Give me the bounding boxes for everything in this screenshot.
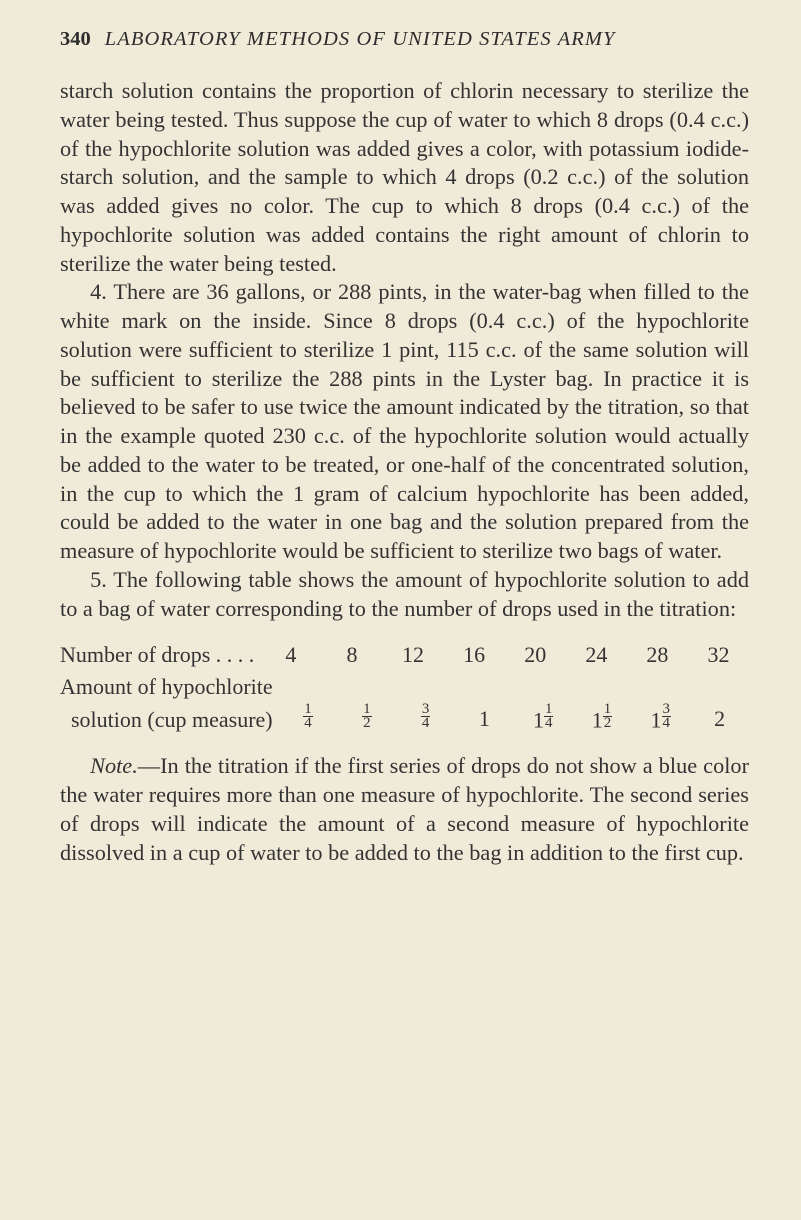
table-row-drops: Number of drops . . . . 48121620242832 xyxy=(60,639,749,671)
paragraph-3: 5. The following table shows the amount … xyxy=(60,566,749,624)
table-row-amount-label-a: Amount of hypochlorite xyxy=(60,671,749,703)
amount-cell: 14 xyxy=(279,703,338,736)
running-header: 340 LABORATORY METHODS OF UNITED STATES A… xyxy=(60,28,749,51)
paragraph-2: 4. There are 36 gallons, or 288 pints, i… xyxy=(60,278,749,566)
amount-cell: 114 xyxy=(514,703,573,736)
amount-cell: 134 xyxy=(631,703,690,736)
drops-cell: 4 xyxy=(260,639,321,671)
row-label-drops: Number of drops . . . . xyxy=(60,639,254,671)
running-title: LABORATORY METHODS OF UNITED STATES ARMY xyxy=(105,28,616,50)
drops-cell: 12 xyxy=(383,639,444,671)
paragraph-1: starch solution contains the proportion … xyxy=(60,77,749,278)
note-body: —In the titration if the first series of… xyxy=(60,753,749,864)
body-text: starch solution contains the proportion … xyxy=(60,77,749,867)
row-label-amount-b: solution (cup measure) xyxy=(60,704,273,736)
note-paragraph: Note.—In the titration if the first seri… xyxy=(60,752,749,867)
drops-cell: 8 xyxy=(321,639,382,671)
amount-cell: 2 xyxy=(690,703,749,736)
drops-cell: 20 xyxy=(505,639,566,671)
amount-cell: 34 xyxy=(396,703,455,736)
note-lead: Note. xyxy=(90,753,138,778)
row-label-amount-a: Amount of hypochlorite xyxy=(60,671,273,703)
amount-cell: 1 xyxy=(455,703,514,736)
page-number: 340 xyxy=(60,28,91,50)
drops-cell: 16 xyxy=(444,639,505,671)
drops-cell: 28 xyxy=(627,639,688,671)
table-row-amount: solution (cup measure) 14123411141121342 xyxy=(60,703,749,736)
page: 340 LABORATORY METHODS OF UNITED STATES A… xyxy=(0,0,801,1220)
drops-cells: 48121620242832 xyxy=(254,639,749,671)
drops-cell: 24 xyxy=(566,639,627,671)
amount-cell: 112 xyxy=(573,703,632,736)
drops-cell: 32 xyxy=(688,639,749,671)
amount-cells: 14123411141121342 xyxy=(273,703,749,736)
amount-cell: 12 xyxy=(337,703,396,736)
titration-table: Number of drops . . . . 48121620242832 A… xyxy=(60,639,749,736)
